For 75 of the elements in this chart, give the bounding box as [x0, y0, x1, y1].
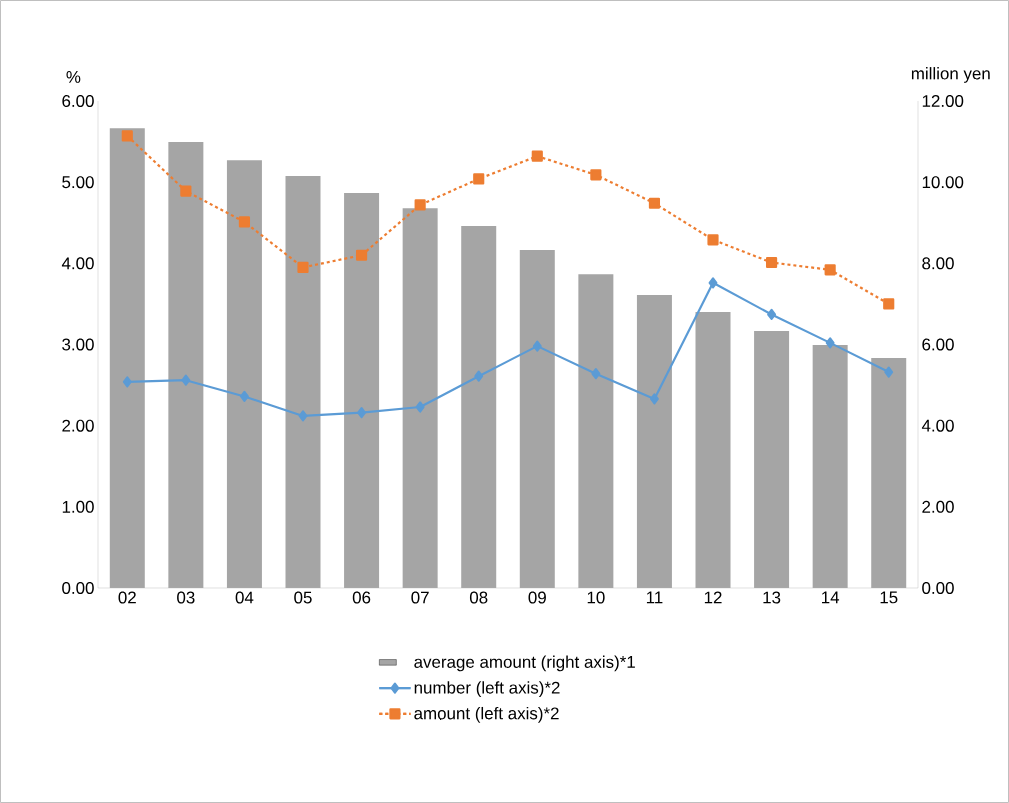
point [181, 374, 191, 386]
y-tick-label: 0.00 [62, 582, 94, 594]
point [824, 264, 836, 276]
bar [344, 193, 380, 588]
bar [812, 344, 848, 588]
y2-tick-label: 6.00 [922, 338, 954, 351]
y-tick-label: 1.00 [62, 500, 94, 513]
y2-tick-label: 2.00 [922, 500, 954, 513]
x-tick-label: 04 [235, 591, 254, 604]
bar [519, 249, 555, 588]
point [765, 256, 778, 269]
point [884, 366, 894, 378]
y2-axis-title: million yen [911, 67, 990, 83]
point [649, 393, 659, 405]
y2-tick-label: 8.00 [922, 257, 954, 270]
x-tick-label: 15 [880, 591, 898, 604]
point [297, 261, 309, 273]
x-tick-label: 06 [352, 591, 371, 604]
x-tick-label: 05 [294, 591, 312, 604]
legend-label: number (left axis)*2 [414, 681, 560, 697]
x-tick-label: 02 [118, 591, 136, 604]
bar [636, 294, 672, 588]
x-tick-label: 08 [469, 591, 488, 604]
point [767, 308, 777, 321]
bar [754, 331, 790, 588]
y-tick-label: 6.00 [62, 95, 94, 107]
x-tick-label: 03 [177, 591, 195, 604]
point [590, 169, 602, 181]
point [825, 337, 835, 349]
legend-label: amount (left axis)*2 [414, 706, 559, 723]
bar [402, 208, 438, 588]
x-tick-label: 14 [822, 591, 840, 604]
y-tick-label: 2.00 [62, 419, 94, 432]
point [531, 150, 543, 162]
bar [285, 176, 321, 588]
point [591, 368, 601, 380]
bar [695, 312, 731, 588]
point [883, 298, 895, 310]
point [648, 197, 661, 209]
y2-tick-label: 12.00 [922, 95, 964, 107]
y-axis-title: % [66, 71, 81, 83]
x-tick-label: 10 [587, 591, 605, 604]
point [180, 185, 192, 197]
point [532, 340, 542, 352]
bar [461, 225, 497, 588]
point [238, 216, 251, 228]
y2-tick-label: 10.00 [922, 176, 964, 189]
point [122, 376, 132, 388]
legend-label: average amount (right axis)*1 [414, 655, 635, 672]
point [121, 130, 133, 142]
point [474, 370, 484, 382]
bar [168, 141, 204, 588]
x-tick-label: 09 [528, 591, 546, 604]
bar [578, 274, 614, 588]
point [357, 407, 367, 419]
x-tick-label: 13 [763, 591, 781, 604]
y-tick-label: 3.00 [62, 338, 94, 351]
point [239, 390, 249, 403]
y-tick-label: 5.00 [62, 176, 94, 189]
point [707, 234, 719, 246]
bar [109, 128, 145, 588]
y-tick-label: 4.00 [61, 257, 94, 270]
y2-tick-label: 4.00 [921, 419, 954, 432]
x-tick-label: 11 [646, 591, 663, 604]
point [473, 173, 485, 185]
x-tick-label: 12 [704, 591, 722, 604]
point [298, 410, 308, 422]
point [355, 249, 368, 261]
point [415, 401, 425, 413]
x-tick-label: 07 [411, 591, 429, 604]
bar [871, 357, 907, 588]
bar [226, 160, 262, 588]
point [708, 277, 718, 289]
y2-tick-label: 0.00 [922, 582, 954, 594]
point [414, 199, 426, 211]
